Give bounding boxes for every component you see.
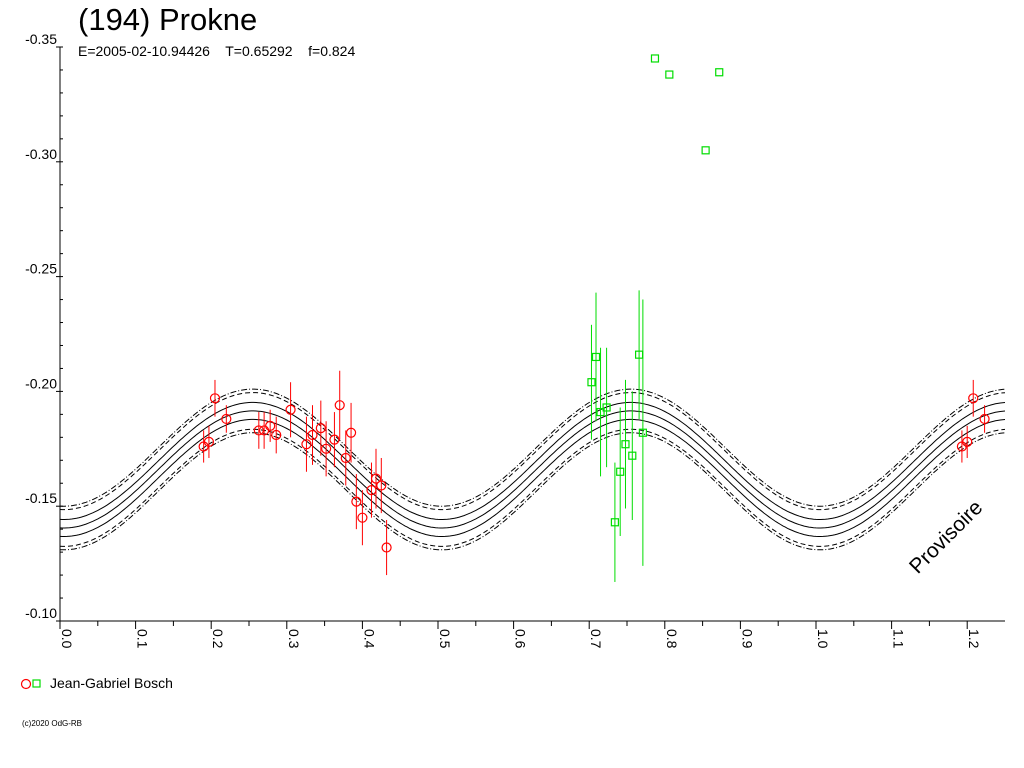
x-tick-label: 0.9 — [739, 629, 755, 649]
data-point-square — [665, 70, 674, 79]
chart-title: (194) Prokne — [78, 2, 258, 37]
x-tick-label: 0.8 — [664, 629, 680, 649]
data-point-circle — [968, 393, 979, 404]
y-tick-label: -0.25 — [25, 261, 57, 277]
data-point-square — [587, 378, 596, 387]
data-point-square — [650, 54, 660, 63]
model-curve-dashed — [59, 428, 1006, 547]
x-tick-label: 0.3 — [286, 629, 302, 649]
x-tick-label: 0.6 — [513, 629, 529, 649]
x-tick-label: 1.1 — [891, 629, 907, 649]
data-point-circle — [334, 400, 345, 411]
data-point-circle — [265, 420, 276, 431]
legend-square-marker — [32, 679, 41, 688]
x-tick-label: 0.0 — [59, 629, 75, 649]
data-point-square — [591, 352, 601, 362]
copyright-text: (c)2020 OdG-RB — [22, 719, 83, 728]
x-tick-label: 0.2 — [210, 629, 226, 649]
data-point-circle — [285, 404, 296, 415]
x-tick-label: 1.2 — [966, 629, 982, 649]
model-curve-solid — [59, 418, 1006, 537]
y-tick-label: -0.35 — [25, 31, 57, 47]
data-point-circle — [979, 413, 990, 425]
data-point-square — [616, 467, 625, 476]
x-tick-label: 0.4 — [361, 629, 377, 649]
x-tick-label: 0.7 — [588, 629, 604, 649]
x-tick-label: 0.5 — [437, 629, 453, 649]
model-curve-solid — [59, 401, 1006, 520]
data-point-circle — [329, 434, 340, 445]
legend-markers — [20, 678, 41, 690]
data-point-circle — [321, 443, 332, 454]
legend-label: Jean-Gabriel Bosch — [50, 675, 173, 691]
data-point-circle — [351, 496, 362, 507]
chart-subtitle: E=2005-02-10.94426 T=0.65292 f=0.824 — [78, 43, 356, 59]
data-point-square — [596, 407, 605, 417]
data-point-circle — [345, 427, 357, 438]
data-point-circle — [315, 423, 326, 434]
x-tick-label: 1.0 — [815, 629, 831, 649]
data-point-square — [638, 428, 647, 437]
data-points — [198, 54, 990, 582]
data-point-circle — [370, 473, 382, 484]
data-point-square — [621, 440, 630, 449]
y-tick-label: -0.30 — [25, 146, 57, 162]
data-point-circle — [301, 439, 312, 450]
axes: -0.35 -0.30 -0.25 -0.20 -0.15 -0.100.0 0.1 0.2 0… — [25, 31, 1005, 649]
x-tick-label: 0.1 — [135, 629, 151, 649]
data-point-circle — [253, 425, 264, 436]
data-point-circle — [340, 452, 351, 464]
model-curves — [59, 388, 1006, 551]
data-point-square — [628, 451, 637, 460]
data-point-circle — [357, 512, 368, 523]
data-point-circle — [203, 436, 215, 448]
data-point-square — [602, 403, 611, 412]
data-point-circle — [376, 480, 387, 491]
data-point-circle — [962, 436, 973, 448]
y-tick-label: -0.15 — [25, 490, 57, 506]
data-point-circle — [307, 429, 318, 441]
data-point-circle — [209, 393, 221, 404]
y-tick-label: -0.20 — [25, 375, 57, 391]
model-curve-solid — [59, 410, 1006, 529]
data-point-square — [715, 68, 724, 77]
data-point-circle — [381, 542, 392, 553]
data-point-circle — [221, 413, 232, 425]
y-tick-label: -0.10 — [25, 605, 57, 621]
data-point-square — [701, 146, 710, 155]
legend-circle-marker — [20, 678, 32, 690]
data-point-square — [610, 518, 620, 527]
model-curve-dashdot — [59, 388, 1006, 507]
data-point-circle — [271, 429, 282, 441]
legend: Jean-Gabriel Bosch — [20, 675, 173, 691]
